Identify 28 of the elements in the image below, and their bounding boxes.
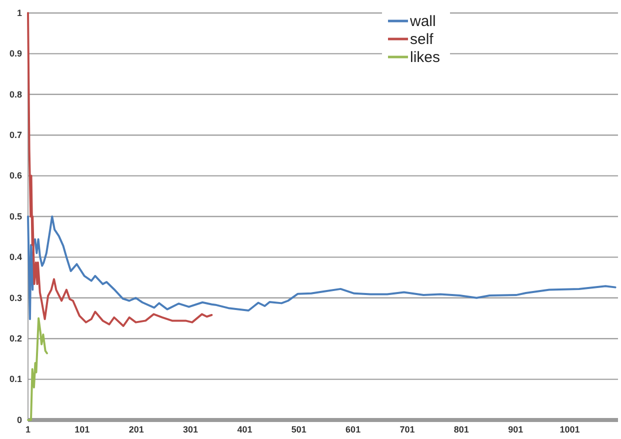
y-tick-label: 0.5 <box>9 211 22 222</box>
x-tick-label: 801 <box>454 424 469 434</box>
line-series <box>27 216 616 320</box>
y-tick-label: 0.4 <box>9 252 22 262</box>
y-tick-label: 1 <box>16 8 22 18</box>
line-series <box>27 12 213 327</box>
x-tick-label: 701 <box>400 424 415 434</box>
legend-label: likes <box>410 49 440 66</box>
x-tick-label: 201 <box>128 424 144 434</box>
y-tick-label: 0.9 <box>9 48 22 59</box>
line-series <box>27 317 48 421</box>
y-tick-label: 0.2 <box>9 333 22 344</box>
x-tick-label: 1001 <box>560 424 580 434</box>
x-tick-label: 1 <box>25 424 31 434</box>
y-tick-label: 0 <box>16 414 22 425</box>
x-tick-label: 401 <box>237 424 252 434</box>
legend-label: wall <box>409 13 436 30</box>
y-tick-label: 0.3 <box>9 292 22 303</box>
legend-label: self <box>410 31 434 48</box>
x-tick-label: 101 <box>74 424 90 434</box>
x-tick-label: 501 <box>291 424 306 434</box>
x-tick-label: 301 <box>183 424 198 434</box>
y-tick-label: 0.8 <box>9 89 22 100</box>
y-tick-label: 0.6 <box>9 170 22 181</box>
y-tick-label: 0.7 <box>9 130 22 140</box>
x-tick-label: 601 <box>346 424 361 434</box>
x-tick-label: 901 <box>508 424 524 434</box>
y-tick-label: 0.1 <box>9 374 22 384</box>
